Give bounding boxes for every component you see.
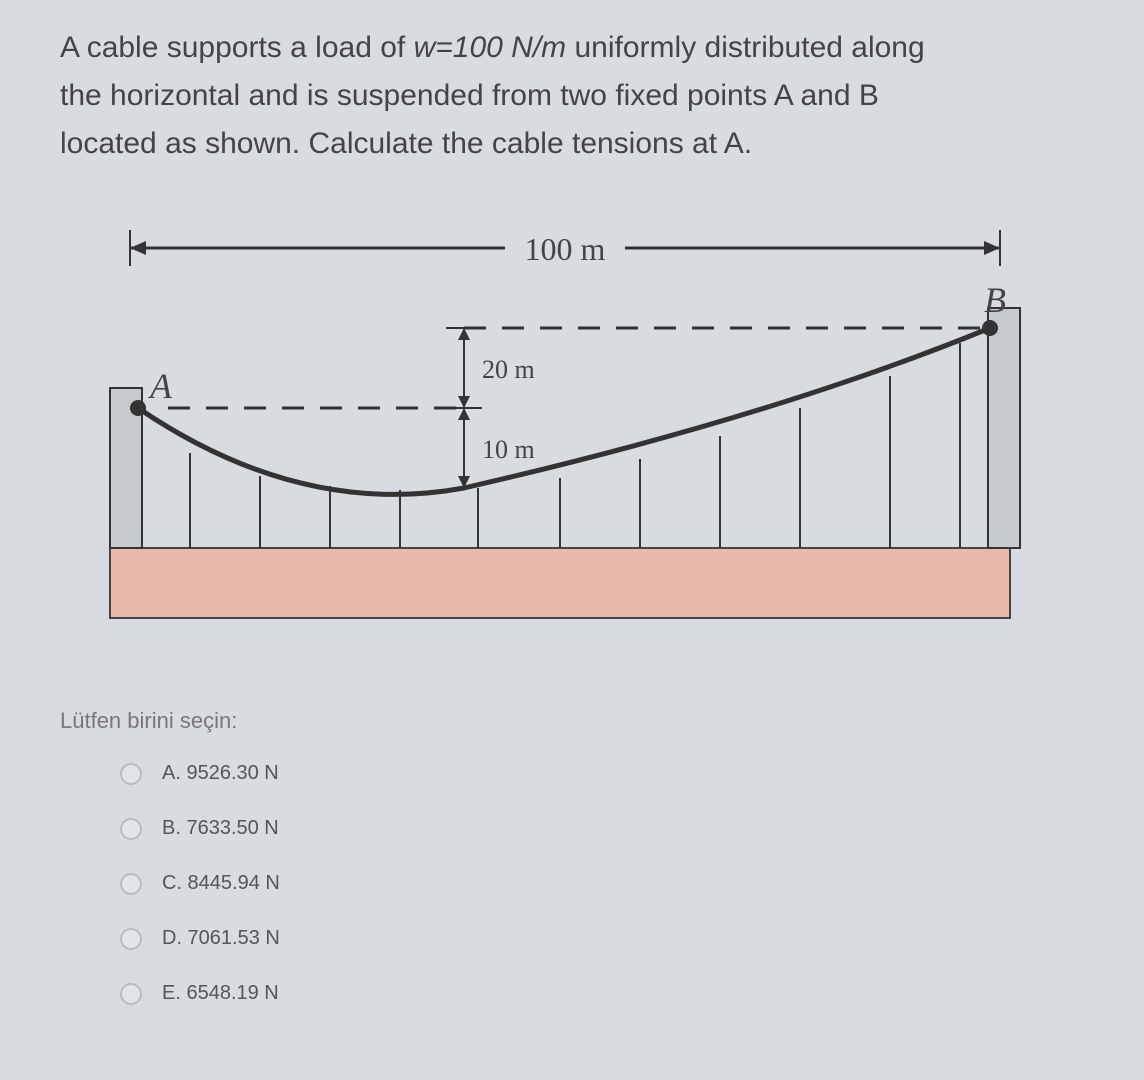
radio-icon[interactable] xyxy=(120,818,142,840)
svg-text:100 m: 100 m xyxy=(525,231,606,267)
diagram-svg: 100 m 20 m 10 m A B xyxy=(70,208,1050,648)
option-row[interactable]: C. 8445.94 N xyxy=(120,872,1104,895)
option-label: D. 7061.53 N xyxy=(162,927,280,950)
cable-diagram: 100 m 20 m 10 m A B xyxy=(70,208,1050,648)
q-part-1: A cable supports a load of xyxy=(60,31,414,64)
option-label: B. 7633.50 N xyxy=(162,817,279,840)
radio-icon[interactable] xyxy=(120,873,142,895)
option-row[interactable]: E. 6548.19 N xyxy=(120,982,1104,1005)
options-list: A. 9526.30 N B. 7633.50 N C. 8445.94 N D. 7… xyxy=(120,762,1104,1005)
radio-icon[interactable] xyxy=(120,763,142,785)
option-row[interactable]: A. 9526.30 N xyxy=(120,762,1104,785)
option-label: E. 6548.19 N xyxy=(162,982,279,1005)
q-variable: w=100 N/m xyxy=(414,31,567,64)
option-label: A. 9526.30 N xyxy=(162,762,279,785)
svg-text:20 m: 20 m xyxy=(482,355,535,384)
option-row[interactable]: B. 7633.50 N xyxy=(120,817,1104,840)
q-part-2: uniformly distributed along xyxy=(566,31,925,64)
choose-prompt: Lütfen birini seçin: xyxy=(60,708,1104,734)
svg-text:B: B xyxy=(984,280,1006,320)
question-text: A cable supports a load of w=100 N/m uni… xyxy=(60,24,1080,168)
svg-text:10 m: 10 m xyxy=(482,435,535,464)
q-line-2: the horizontal and is suspended from two… xyxy=(60,79,879,112)
page-root: A cable supports a load of w=100 N/m uni… xyxy=(0,0,1144,1057)
option-row[interactable]: D. 7061.53 N xyxy=(120,927,1104,950)
radio-icon[interactable] xyxy=(120,983,142,1005)
radio-icon[interactable] xyxy=(120,928,142,950)
svg-text:A: A xyxy=(148,366,173,406)
option-label: C. 8445.94 N xyxy=(162,872,280,895)
q-line-3: located as shown. Calculate the cable te… xyxy=(60,127,752,160)
